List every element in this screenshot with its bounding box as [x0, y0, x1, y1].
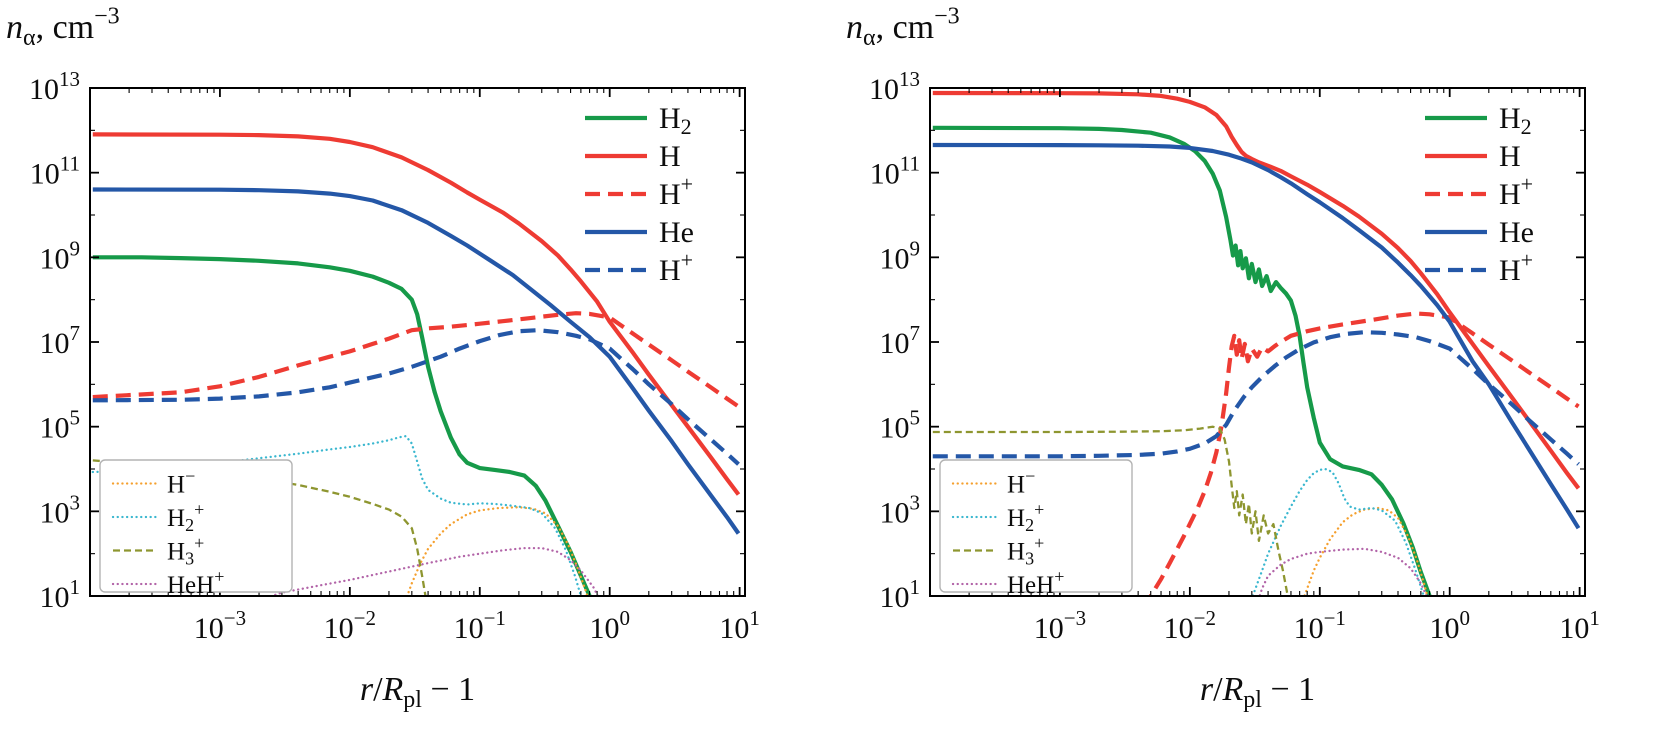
legend-label-H2: H2	[1499, 102, 1532, 139]
x-tick-label: 10−1	[1294, 606, 1346, 645]
series-curve-H2+	[91, 434, 583, 596]
legend-label-He+: H+	[659, 247, 693, 287]
y-tick-label: 103	[40, 490, 81, 529]
y-tick-label: 1011	[30, 152, 80, 191]
legend-label-He: He	[1499, 216, 1534, 249]
legend-label-HeH+: HeH+	[167, 567, 224, 600]
legend-inset-frame	[939, 459, 1133, 593]
y-tick-label: 109	[880, 236, 921, 275]
y-tick-label: 103	[880, 490, 921, 529]
series-curve-H+	[92, 311, 740, 409]
axis-ticks	[930, 87, 1585, 597]
x-tick-label: 101	[719, 606, 760, 645]
y-axis-label: nα, cm−3	[6, 4, 120, 51]
legend-label-H3+: H3+	[1007, 533, 1044, 569]
axis-ticks	[90, 87, 745, 597]
series-layer	[932, 90, 1581, 596]
x-axis-label: r/Rpl − 1	[360, 671, 475, 713]
series-curve-H2+	[1251, 467, 1425, 596]
y-tick-label: 107	[40, 321, 81, 360]
legend-label-H-: H−	[167, 466, 195, 499]
y-tick-label: 107	[880, 321, 921, 360]
legend-inset-frame	[99, 459, 293, 593]
x-tick-label: 10−2	[324, 606, 376, 645]
legend-label-H2+: H2+	[1007, 500, 1044, 536]
y-tick-label: 1011	[870, 152, 920, 191]
x-tick-label: 100	[1429, 606, 1470, 645]
y-tick-label: 105	[880, 406, 921, 445]
x-axis-label: r/Rpl − 1	[1200, 671, 1315, 713]
x-tick-label: 101	[1559, 606, 1600, 645]
legend-label-H: H	[1499, 140, 1521, 173]
x-tick-label: 10−1	[454, 606, 506, 645]
legend-label-H2: H2	[659, 102, 692, 139]
series-layer	[91, 132, 741, 596]
x-tick-label: 100	[589, 606, 630, 645]
series-curve-HeH+	[1258, 547, 1428, 596]
legend-inset: H−H2+H3+HeH+	[939, 459, 1133, 600]
y-tick-label: 1013	[869, 67, 920, 106]
panel-left: 10−3 10−2 10−1 100 101 101 103 105 107 109 1011 101…	[6, 4, 760, 713]
series-curve-He+	[92, 328, 740, 466]
legend-label-He+: H+	[1499, 247, 1533, 287]
legend-label-H: H	[659, 140, 681, 173]
y-tick-label: 101	[880, 575, 921, 614]
y-tick-label: 109	[40, 236, 81, 275]
legend-label-He: He	[659, 216, 694, 249]
legend-label-H+: H+	[1499, 171, 1533, 211]
series-curve-H+	[1148, 311, 1580, 596]
legend-inset: H−H2+H3+HeH+	[99, 459, 293, 600]
series-curve-H2	[932, 125, 1432, 596]
series-curve-He+	[932, 330, 1580, 466]
series-curve-He	[932, 142, 1581, 530]
legend-label-H3+: H3+	[167, 533, 204, 569]
x-tick-label: 10−3	[1034, 606, 1086, 645]
y-tick-label: 1013	[29, 67, 80, 106]
series-curve-H3+	[932, 425, 1290, 596]
series-curve-H-	[405, 506, 589, 596]
series-curve-HeH+	[268, 546, 600, 596]
x-tick-label: 10−3	[194, 606, 246, 645]
series-curve-H2	[92, 255, 592, 596]
y-axis-label: nα, cm−3	[846, 4, 960, 51]
y-tick-label: 105	[40, 406, 81, 445]
series-curve-He	[92, 187, 741, 535]
series-curve-H	[932, 90, 1581, 490]
panel-right: 10−3 10−2 10−1 100 101 101 103 105 107 109 1011 101…	[846, 4, 1600, 713]
legend-label-H-: H−	[1007, 466, 1035, 499]
y-tick-label: 101	[40, 575, 81, 614]
x-tick-label: 10−2	[1164, 606, 1216, 645]
legend-label-H2+: H2+	[167, 500, 204, 536]
legend-label-HeH+: HeH+	[1007, 567, 1064, 600]
legend-label-H+: H+	[659, 171, 693, 211]
